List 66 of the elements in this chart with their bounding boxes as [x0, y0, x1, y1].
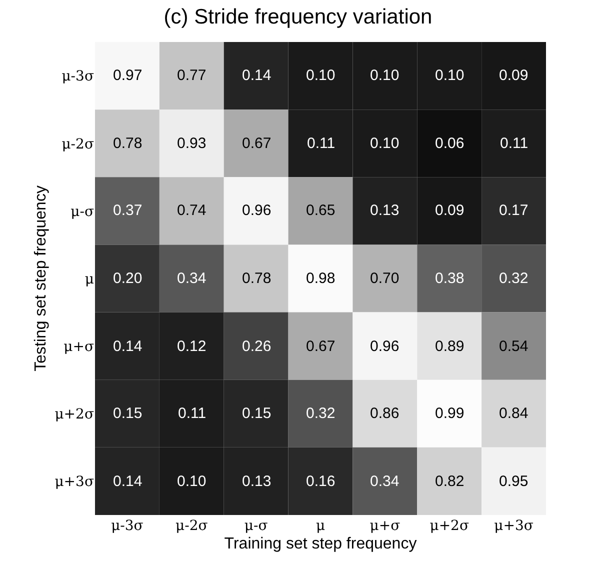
y-tick-label: μ-σ — [70, 204, 94, 220]
y-tick-label: μ+3σ — [54, 474, 94, 490]
data-label: 0.84 — [499, 405, 528, 422]
x-axis-title: Training set step frequency — [224, 536, 417, 553]
x-tick-label: μ-3σ — [111, 518, 144, 534]
data-label: 0.34 — [177, 270, 206, 287]
data-label: 0.11 — [178, 405, 206, 422]
data-label: 0.82 — [435, 473, 464, 490]
x-tick-label: μ+2σ — [430, 518, 470, 534]
chart-title: (c) Stride frequency variation — [164, 5, 432, 28]
data-label: 0.10 — [370, 135, 400, 152]
y-tick-label: μ-2σ — [62, 136, 94, 152]
data-label: 0.20 — [113, 270, 142, 287]
data-label: 0.15 — [242, 405, 272, 422]
data-label: 0.95 — [499, 473, 528, 490]
data-label: 0.89 — [435, 338, 464, 355]
data-label: 0.86 — [370, 405, 400, 422]
data-label: 0.16 — [306, 473, 336, 490]
data-label: 0.10 — [306, 67, 336, 84]
data-label: 0.32 — [499, 270, 528, 287]
data-label: 0.13 — [242, 473, 272, 490]
data-label: 0.34 — [370, 473, 400, 490]
data-label: 0.10 — [177, 473, 206, 490]
data-label: 0.32 — [306, 405, 336, 422]
x-tick-label: μ+σ — [370, 518, 401, 534]
data-label: 0.77 — [177, 67, 206, 84]
data-label: 0.37 — [113, 202, 142, 219]
data-label: 0.65 — [306, 202, 336, 219]
data-label: 0.10 — [370, 67, 400, 84]
data-label: 0.78 — [113, 135, 142, 152]
data-label: 0.17 — [499, 202, 528, 219]
data-label: 0.78 — [242, 270, 272, 287]
y-axis-title: Testing set step frequency — [32, 186, 50, 372]
data-label: 0.06 — [435, 135, 464, 152]
data-label: 0.10 — [435, 67, 464, 84]
data-label: 0.74 — [177, 202, 206, 219]
data-label: 0.38 — [435, 270, 464, 287]
data-label: 0.14 — [113, 473, 142, 490]
data-label: 0.70 — [370, 270, 400, 287]
x-tick-label: μ-σ — [244, 518, 268, 534]
data-label: 0.67 — [242, 135, 272, 152]
x-tick-label: μ+3σ — [494, 518, 534, 534]
data-label: 0.14 — [242, 67, 272, 84]
data-label: 0.09 — [435, 202, 464, 219]
data-label: 0.54 — [499, 338, 528, 355]
data-label: 0.11 — [307, 135, 336, 152]
data-label: 0.98 — [306, 270, 336, 287]
data-label: 0.12 — [177, 338, 206, 355]
data-label: 0.96 — [242, 202, 272, 219]
data-label: 0.93 — [177, 135, 206, 152]
x-tick-label: μ-2σ — [175, 518, 208, 534]
data-label: 0.13 — [370, 202, 400, 219]
data-label: 0.15 — [113, 405, 142, 422]
data-label: 0.99 — [435, 405, 464, 422]
data-label: 0.97 — [113, 67, 142, 84]
data-label: 0.96 — [370, 338, 400, 355]
data-label: 0.09 — [499, 67, 528, 84]
y-tick-label: μ-3σ — [62, 68, 94, 85]
data-label: 0.11 — [500, 135, 528, 152]
x-tick-label: μ — [316, 518, 326, 534]
y-tick-label: μ+2σ — [54, 406, 94, 423]
data-label: 0.67 — [306, 338, 336, 355]
data-label: 0.26 — [242, 338, 272, 355]
y-tick-label: μ — [84, 271, 94, 288]
data-label: 0.14 — [113, 338, 142, 355]
y-tick-label: μ+σ — [64, 338, 94, 355]
